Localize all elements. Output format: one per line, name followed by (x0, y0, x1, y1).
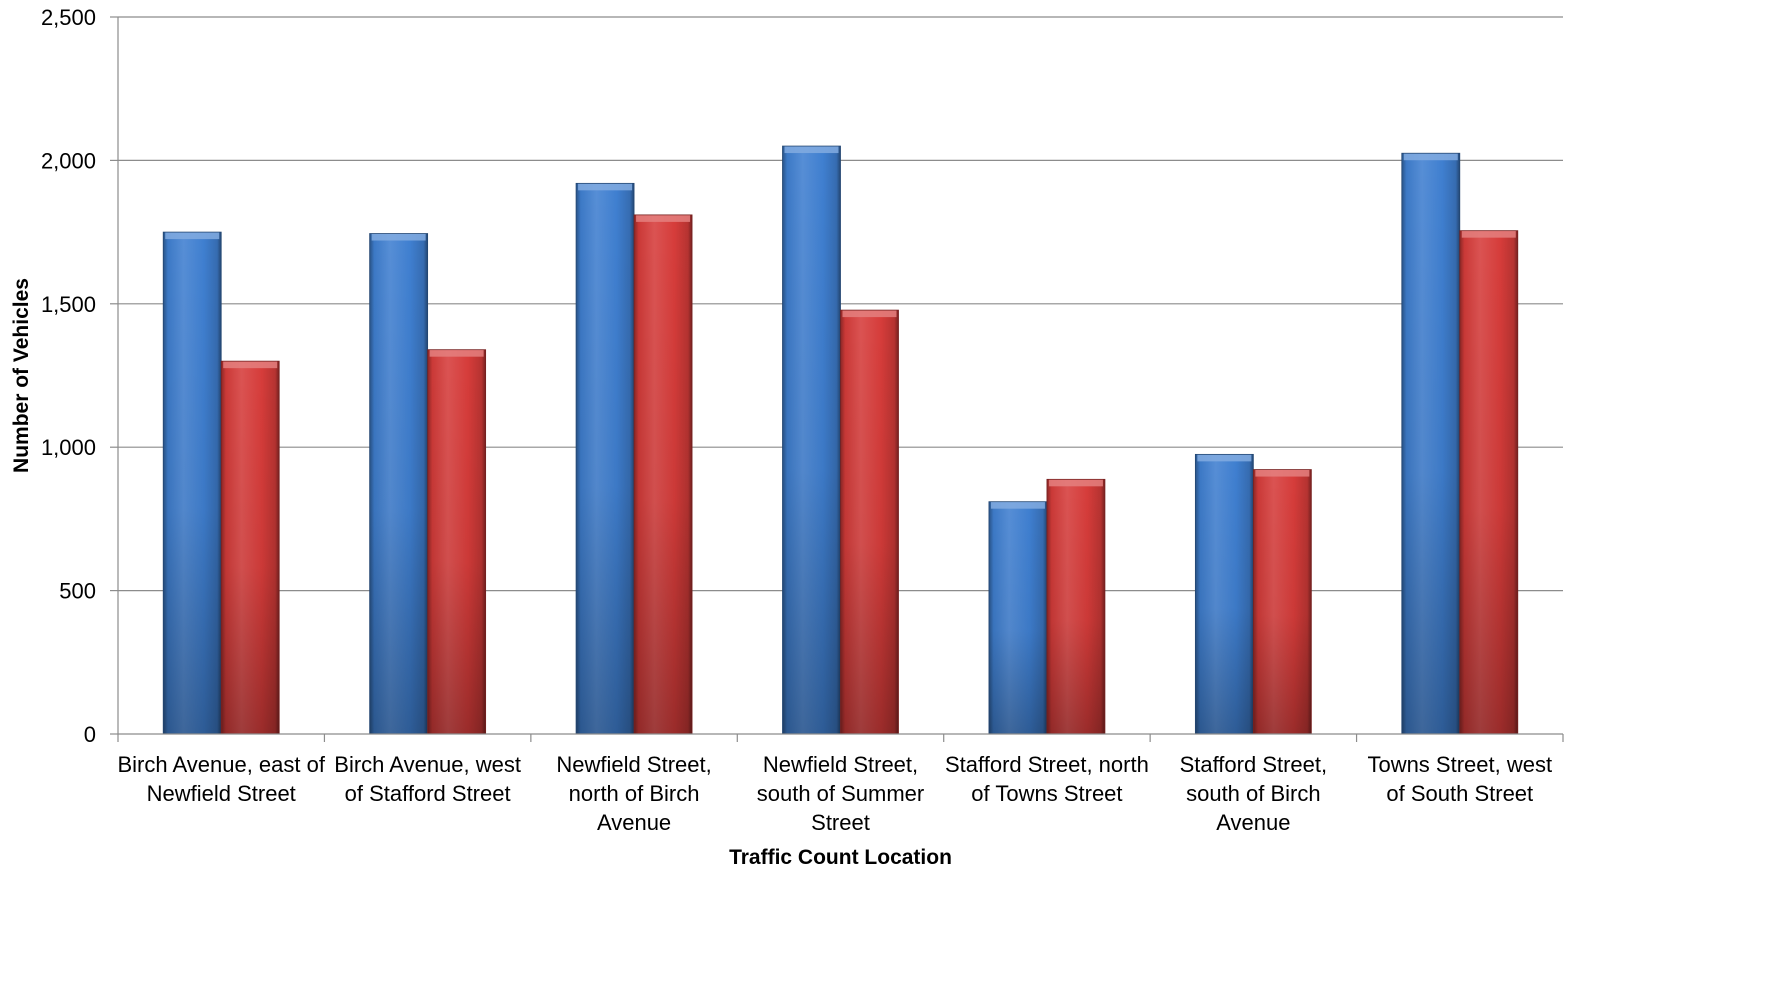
bar (220, 360, 280, 735)
bar-shade (634, 214, 693, 735)
x-category-label-line: Birch Avenue, west (334, 752, 521, 777)
bar-shade (1046, 479, 1105, 734)
y-tick-label: 2,000 (41, 148, 96, 173)
bar (427, 349, 487, 735)
x-category-label: Newfield Street, north of Birch Avenue (556, 752, 711, 835)
bar-shade (840, 310, 899, 734)
bar-top-bevel (990, 501, 1045, 509)
bar (1401, 152, 1461, 735)
bar-shade (1195, 454, 1254, 734)
bar-shade (1253, 469, 1312, 734)
x-category-label-line: Newfield Street, (763, 752, 918, 777)
bars (162, 145, 1519, 735)
x-category-label-line: of Stafford Street (345, 781, 511, 806)
x-axis-title: Traffic Count Location (729, 846, 952, 869)
y-tick-label: 500 (59, 579, 96, 604)
bar-top-bevel (165, 232, 220, 240)
x-category-label-line: Street (811, 810, 870, 835)
bar-top-bevel (578, 183, 633, 191)
x-category-label: Stafford Street, south of Birch Avenue (1180, 752, 1328, 835)
bar (162, 231, 222, 735)
bar-shade (576, 183, 635, 734)
bar-shade (782, 146, 841, 734)
x-category-label: Towns Street, west of South Street (1367, 752, 1552, 806)
x-category-label-line: Avenue (597, 810, 671, 835)
axes (110, 16, 1564, 742)
bar-shade (221, 361, 280, 734)
bar-top-bevel (842, 310, 897, 318)
bar (575, 182, 635, 735)
bar-top-bevel (1197, 454, 1252, 462)
x-category-label-line: Birch Avenue, east of (117, 752, 325, 777)
bar (1459, 230, 1519, 735)
x-category-labels: Birch Avenue, east of Newfield StreetBirc… (117, 752, 1552, 835)
bar-shade (1459, 230, 1518, 734)
x-category-label-line: Newfield Street, (556, 752, 711, 777)
x-category-label-line: north of Birch (569, 781, 700, 806)
bar (988, 501, 1048, 735)
y-tick-label: 1,500 (41, 292, 96, 317)
bar (369, 233, 429, 735)
bar-top-bevel (371, 233, 426, 241)
x-category-label: Newfield Street, south of Summer Street (757, 752, 925, 835)
x-category-label-line: Stafford Street, (1180, 752, 1328, 777)
bar (1046, 478, 1106, 735)
x-category-label-line: Newfield Street (147, 781, 296, 806)
bar-top-bevel (1048, 479, 1103, 487)
bar-shade (427, 349, 486, 734)
x-category-label-line: of Towns Street (971, 781, 1122, 806)
x-category-label-line: Towns Street, west (1367, 752, 1552, 777)
bar (633, 214, 693, 735)
bar-top-bevel (223, 361, 278, 369)
x-category-label-line: south of Birch (1186, 781, 1321, 806)
bar-shade (369, 233, 428, 734)
y-tick-label: 0 (84, 722, 96, 747)
x-category-label: Birch Avenue, east of Newfield Street (117, 752, 325, 806)
bar-top-bevel (784, 146, 839, 154)
bar-shade (1401, 153, 1460, 735)
x-category-label-line: Stafford Street, north (945, 752, 1149, 777)
x-category-label-line: Avenue (1216, 810, 1290, 835)
x-category-label-line: of South Street (1386, 781, 1533, 806)
bar (1252, 469, 1312, 735)
bar (1194, 453, 1254, 735)
bar (782, 145, 841, 735)
bar-top-bevel (429, 349, 484, 357)
bar-top-bevel (1255, 469, 1310, 477)
bar (840, 309, 899, 735)
bar-top-bevel (1403, 153, 1458, 161)
x-category-label: Stafford Street, north of Towns Street (945, 752, 1149, 806)
x-category-label: Birch Avenue, west of Stafford Street (334, 752, 521, 806)
bar-shade (163, 232, 222, 734)
y-tick-label: 2,500 (41, 5, 96, 30)
y-tick-labels: 0 500 1,000 1,500 2,000 2,500 (41, 5, 96, 747)
y-axis-title: Number of Vehicles (10, 278, 33, 473)
y-tick-label: 1,000 (41, 435, 96, 460)
x-category-label-line: south of Summer (757, 781, 925, 806)
bar-top-bevel (1461, 230, 1516, 238)
bar-shade (988, 501, 1047, 734)
bar-top-bevel (636, 214, 691, 222)
